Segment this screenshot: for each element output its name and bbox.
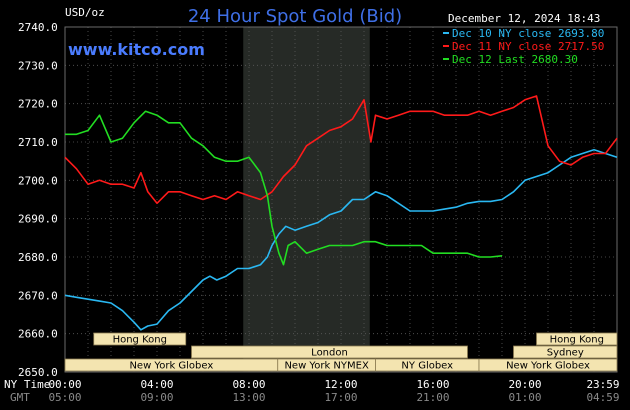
x-tick-label-ny: 20:00: [508, 378, 541, 391]
x-tick-label-gmt: 05:00: [48, 391, 81, 404]
legend-entry: Dec 11 NY close 2717.50: [452, 40, 604, 53]
x-tick-label-ny: 23:59: [586, 378, 619, 391]
market-session-label: New York NYMEX: [284, 361, 369, 372]
x-tick-label-gmt: 09:00: [140, 391, 173, 404]
market-session-label: NY Globex: [401, 361, 453, 372]
market-session-label: New York Globex: [129, 361, 213, 372]
market-session-label: New York Globex: [506, 361, 590, 372]
x-tick-label-gmt: 01:00: [508, 391, 541, 404]
chart-date: December 12, 2024 18:43: [448, 12, 600, 25]
series-line-3: [65, 110, 503, 266]
legend-entry: Dec 10 NY close 2693.80: [452, 27, 604, 40]
y-tick-label: 2730.0: [18, 59, 58, 72]
y-tick-label: 2670.0: [18, 289, 58, 302]
market-session-label: London: [311, 348, 348, 359]
market-session-layer: Hong Kong Hong Kong London Sydney New York G…: [64, 332, 618, 372]
x-tick-label-gmt: 17:00: [324, 391, 357, 404]
y-tick-label: 2740.0: [18, 21, 58, 34]
market-session-bar: [513, 345, 618, 359]
market-session-bar: [191, 345, 468, 359]
x-tick-label-ny: 04:00: [140, 378, 173, 391]
y-tick-label: 2660.0: [18, 328, 58, 341]
y-tick-label: 2710.0: [18, 136, 58, 149]
market-session-bar: [536, 332, 618, 346]
x-row-gmt-label: GMT: [10, 391, 30, 404]
y-axis-label: USD/oz: [65, 6, 105, 19]
market-session-label: Sydney: [547, 348, 584, 359]
x-tick-label-gmt: 13:00: [232, 391, 265, 404]
shaded-session-band: [243, 27, 370, 372]
plot-frame: [64, 26, 618, 373]
x-tick-label-ny: 08:00: [232, 378, 265, 391]
axis-layer: 2740.0 2730.0 2720.0 2710.0 2700.0 2690.0 2680…: [18, 21, 620, 404]
x-tick-label-ny: 16:00: [416, 378, 449, 391]
series-layer: [64, 95, 618, 331]
chart-title: 24 Hour Spot Gold (Bid): [188, 6, 402, 27]
series-line-2: [64, 95, 618, 205]
x-tick-label-gmt: 21:00: [416, 391, 449, 404]
x-tick-label-ny: 12:00: [324, 378, 357, 391]
x-tick-label-ny: 00:00: [48, 378, 81, 391]
market-session-label: Hong Kong: [550, 335, 604, 346]
y-tick-label: 2680.0: [18, 251, 58, 264]
y-tick-label: 2720.0: [18, 98, 58, 111]
y-tick-label: 2690.0: [18, 213, 58, 226]
market-session-bar: [478, 358, 618, 372]
market-session-label: Hong Kong: [113, 335, 167, 346]
shaded-session-layer: [243, 27, 370, 372]
legend-entry: Dec 12 Last 2680.30: [452, 53, 578, 66]
y-tick-label: 2700.0: [18, 174, 58, 187]
x-row-ny-label: NY Time: [4, 378, 50, 391]
brand-watermark: www.kitco.com: [68, 40, 205, 59]
market-session-bar: [93, 332, 187, 346]
x-tick-label-gmt: 04:59: [586, 391, 619, 404]
series-line-1: [64, 148, 618, 331]
y-tick-label: 2650.0: [18, 366, 58, 379]
